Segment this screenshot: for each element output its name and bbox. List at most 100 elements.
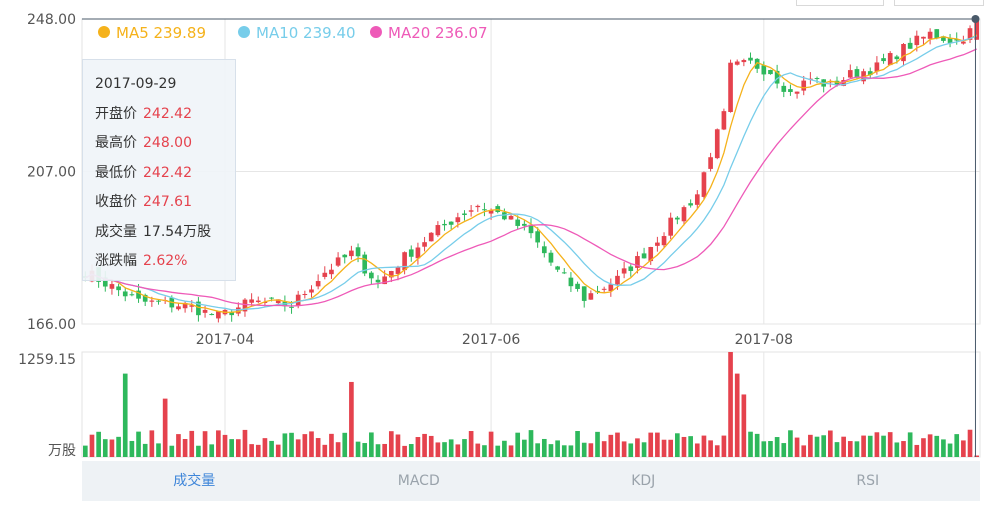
candle-body	[694, 194, 700, 205]
tab-rsi[interactable]: RSI	[856, 473, 880, 489]
tooltip-value: 242.42	[143, 105, 192, 122]
volume-bar	[116, 436, 121, 457]
candle-body	[874, 62, 880, 72]
volume-bar	[907, 432, 913, 457]
candle-body	[781, 85, 787, 92]
volume-bar	[828, 430, 833, 457]
volume-bar	[635, 438, 640, 457]
candle-body	[249, 299, 254, 303]
volume-bar	[874, 432, 880, 457]
volume-bar	[555, 440, 560, 457]
volume-bar	[768, 441, 773, 457]
volume-bar	[734, 373, 740, 457]
volume-bar	[448, 439, 454, 457]
volume-bar	[136, 431, 141, 457]
candle-body	[196, 301, 201, 316]
x-tick-label: 2017-04	[196, 332, 255, 348]
candle-body	[255, 300, 261, 303]
candle-body	[349, 250, 354, 257]
volume-bar	[781, 443, 787, 457]
candle-body	[315, 281, 321, 287]
volume-bar	[675, 433, 680, 457]
volume-bar	[269, 440, 274, 457]
volume-bar	[435, 442, 441, 457]
tab-volume[interactable]: 成交量	[173, 473, 216, 489]
tooltip-row: 涨跌幅 2.62%	[95, 247, 235, 277]
volume-bar	[349, 381, 354, 457]
volume-bar	[628, 443, 634, 457]
volume-bar	[595, 431, 600, 457]
volume-bar	[415, 437, 421, 457]
candle-body	[854, 69, 860, 78]
candle-body	[109, 284, 115, 289]
candle-body	[828, 81, 833, 83]
candle-body	[242, 299, 248, 312]
candle-body	[881, 58, 886, 62]
volume-bar	[961, 440, 966, 457]
candle-body	[867, 71, 873, 76]
tooltip-row: 收盘价 247.61	[95, 188, 235, 218]
volume-bar	[428, 435, 434, 457]
volume-bar	[388, 431, 394, 457]
candle-body	[761, 65, 767, 75]
candle-body	[581, 286, 587, 301]
volume-bar	[841, 436, 846, 457]
volume-bar	[522, 439, 527, 457]
volume-bar	[222, 434, 228, 457]
candle-body	[714, 129, 720, 159]
volume-bar	[801, 445, 807, 457]
volume-bar	[881, 435, 886, 457]
tab-kdj[interactable]: KDJ	[631, 473, 656, 489]
volume-bar	[182, 439, 188, 457]
legend-label: MA20 236.07	[388, 24, 488, 42]
candle-body	[136, 290, 141, 299]
volume-bar	[309, 431, 314, 457]
candle-body	[369, 272, 374, 279]
candle-body	[309, 289, 314, 293]
candle-body	[302, 294, 308, 296]
volume-bar	[442, 442, 447, 457]
volume-bar	[601, 441, 607, 457]
volume-tick-label: 1259.15	[18, 352, 76, 368]
volume-bar	[708, 440, 713, 457]
candle-body	[216, 311, 221, 319]
candle-body	[921, 36, 926, 39]
tab-macd[interactable]: MACD	[397, 473, 440, 489]
volume-bar	[402, 445, 407, 457]
volume-bar	[575, 431, 580, 457]
candle-body	[122, 291, 128, 297]
volume-bar	[954, 434, 960, 457]
candle-body	[156, 300, 161, 302]
candle-body	[635, 256, 640, 268]
tooltip-value: 248.00	[143, 135, 192, 151]
volume-bar	[788, 430, 793, 457]
volume-bar	[621, 441, 627, 457]
volume-bar	[548, 444, 554, 457]
candle-body	[275, 299, 281, 304]
candle-body	[129, 294, 135, 296]
tooltip-value: 247.61	[143, 194, 192, 210]
candle-body	[355, 247, 361, 257]
corner-tab-right[interactable]	[894, 0, 984, 6]
candle-body	[661, 236, 667, 246]
volume-bar	[335, 442, 341, 457]
tooltip-label: 最高价	[95, 135, 137, 151]
volume-bar	[728, 352, 733, 457]
volume-bar	[615, 432, 620, 457]
volume-bar	[941, 439, 946, 457]
candle-body	[901, 43, 906, 62]
corner-tab-left[interactable]	[796, 0, 884, 6]
tooltip-label: 成交量	[95, 223, 137, 240]
candle-body	[428, 232, 434, 242]
ma-line-20	[84, 48, 977, 307]
price-tick-label: 166.00	[27, 317, 76, 333]
volume-bar	[329, 433, 334, 457]
volume-bar	[934, 435, 940, 457]
volume-bar	[581, 442, 587, 457]
candle-body	[974, 20, 980, 40]
tooltip-row: 成交量 17.54万股	[95, 218, 235, 248]
price-tick-label: 248.00	[27, 12, 76, 28]
volume-bar	[202, 431, 208, 457]
crosshair-dot	[971, 15, 980, 23]
